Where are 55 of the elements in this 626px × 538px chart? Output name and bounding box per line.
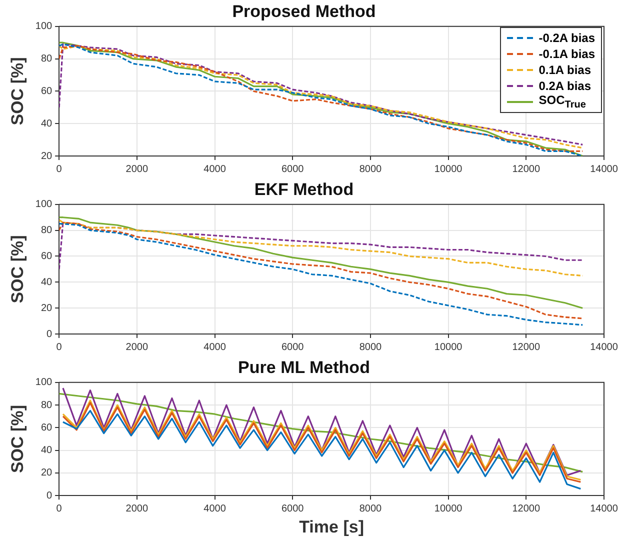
x-tick-label: 14000 [590,164,618,175]
x-tick-label: 4000 [204,503,226,514]
y-tick-label: 80 [40,400,53,411]
x-tick-label: 4000 [204,164,226,175]
legend-label: SOC$_{True}$ [538,93,586,111]
y-axis-title: SOC [%] [8,235,27,304]
y-tick-label: 40 [40,118,53,130]
chart-title: Proposed Method [232,2,376,21]
x-tick-label: 14000 [590,503,618,514]
y-tick-label: 80 [40,225,53,236]
x-tick-label: 2000 [126,342,148,353]
x-tick-label: 10000 [434,503,463,514]
y-tick-label: 0 [46,490,53,502]
legend-label: -0.1A bias [538,47,595,61]
y-tick-label: 100 [35,377,53,388]
x-tick-label: 2000 [126,503,148,514]
y-tick-label: 100 [35,199,53,210]
y-tick-label: 60 [40,250,53,262]
x-tick-label: 14000 [590,342,618,353]
y-tick-label: 80 [40,54,53,65]
x-tick-label: 12000 [512,342,540,353]
x-tick-label: 0 [56,164,62,175]
y-tick-label: 20 [40,468,53,479]
chart-title: Pure ML Method [238,358,370,377]
line-series [59,222,584,270]
y-tick-label: 60 [40,86,53,97]
x-tick-label: 2000 [126,164,148,175]
y-tick-label: 60 [40,422,53,434]
x-tick-label: 8000 [359,342,382,353]
x-tick-label: 6000 [281,342,304,353]
y-tick-label: 40 [40,276,53,288]
x-tick-label: 8000 [359,503,382,514]
x-tick-label: 12000 [512,503,540,514]
y-tick-label: 20 [40,302,53,314]
y-tick-label: 0 [46,328,53,340]
y-tick-label: 20 [40,150,53,162]
legend-label: 0.2A bias [538,79,591,93]
y-axis-title: SOC [%] [8,405,27,473]
y-axis-title: SOC [%] [8,57,27,126]
line-series [59,219,584,276]
x-tick-label: 0 [56,342,62,353]
x-tick-label: 0 [56,503,62,514]
y-tick-label: 40 [40,445,53,456]
x-tick-label: 6000 [281,164,304,175]
x-tick-label: 10000 [434,164,463,175]
x-tick-label: 8000 [359,164,382,175]
legend-label: 0.1A bias [538,63,591,77]
y-tick-label: 100 [35,21,53,32]
x-axis-title: Time [s] [299,517,364,536]
x-tick-label: 6000 [281,503,304,514]
x-tick-label: 10000 [434,342,463,353]
chart-title: EKF Method [254,180,354,199]
x-tick-label: 4000 [204,342,226,353]
x-tick-label: 12000 [512,164,540,175]
legend-label: -0.2A bias [538,31,595,45]
